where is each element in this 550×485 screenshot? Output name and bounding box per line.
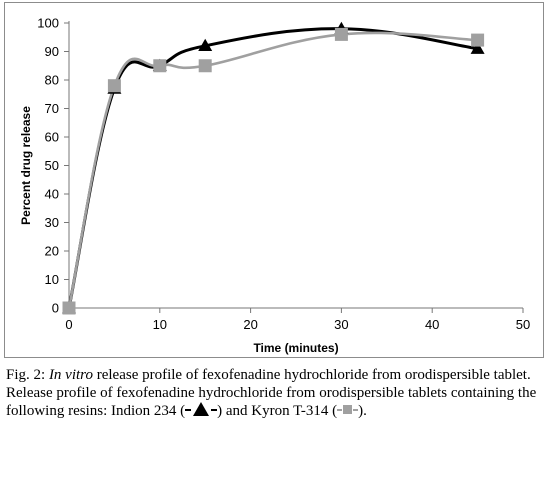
data-point-kyron-t-314 — [107, 79, 121, 93]
y-tick-label: 50 — [45, 158, 59, 173]
caption-description: Release profile of fexofenadine hydrochl… — [6, 384, 542, 420]
y-tick-label: 0 — [52, 301, 59, 316]
y-tick-label: 30 — [45, 215, 59, 230]
caption-title-italic: In vitro — [48, 367, 93, 383]
data-point-kyron-t-314 — [198, 59, 212, 73]
y-tick-label: 90 — [45, 44, 59, 59]
legend-dash-gray-left — [337, 409, 343, 411]
x-tick-label: 10 — [153, 317, 167, 332]
legend-triangle-icon — [193, 402, 210, 416]
x-tick-label: 30 — [334, 317, 348, 332]
data-point-indion-234 — [470, 41, 485, 54]
legend-square-icon — [343, 405, 353, 414]
data-point-kyron-t-314 — [62, 301, 76, 315]
chart-frame: 0 10 20 30 40 50 60 70 80 90 100 0 10 20 30 40 50 Time (m… — [4, 2, 544, 358]
figure-label: Fig. 2: — [6, 367, 46, 383]
y-tick-label: 80 — [45, 73, 59, 88]
legend-dash-gray-right — [353, 409, 359, 411]
data-point-kyron-t-314 — [471, 33, 485, 47]
x-tick-label: 0 — [65, 317, 72, 332]
legend-dash-right — [211, 409, 218, 411]
legend-dash-left — [185, 409, 192, 411]
y-tick-label: 20 — [45, 244, 59, 259]
data-point-kyron-t-314 — [153, 59, 167, 73]
y-axis-title: Percent drug release — [19, 106, 33, 225]
y-tick-label: 100 — [37, 16, 59, 31]
figure-caption: Fig. 2: In vitro release profile of fexo… — [6, 366, 542, 420]
data-point-indion-234 — [198, 38, 213, 52]
caption-desc-mid: ) and Kyron T-314 ( — [217, 403, 338, 419]
y-tick-label: 10 — [45, 272, 59, 287]
release-profile-chart: 0 10 20 30 40 50 60 70 80 90 100 0 10 20 30 40 50 Time (m… — [19, 16, 530, 356]
caption-title-text: release profile of fexofenadine hydrochl… — [96, 367, 531, 383]
series-line-indion-234 — [67, 27, 480, 310]
caption-desc-end: ). — [358, 403, 367, 419]
x-axis-title: Time (minutes) — [253, 341, 338, 355]
x-tick-label: 40 — [425, 317, 439, 332]
series-line-kyron-t-314 — [67, 31, 479, 310]
caption-title: Fig. 2: In vitro release profile of fexo… — [6, 366, 542, 384]
data-point-kyron-t-314 — [334, 27, 348, 41]
y-tick-label: 60 — [45, 130, 59, 145]
y-tick-label: 40 — [45, 187, 59, 202]
x-tick-label: 50 — [516, 317, 530, 332]
y-tick-label: 70 — [45, 101, 59, 116]
caption-desc-main: Release profile of fexofenadine hydrochl… — [6, 385, 537, 419]
x-tick-label: 20 — [243, 317, 257, 332]
